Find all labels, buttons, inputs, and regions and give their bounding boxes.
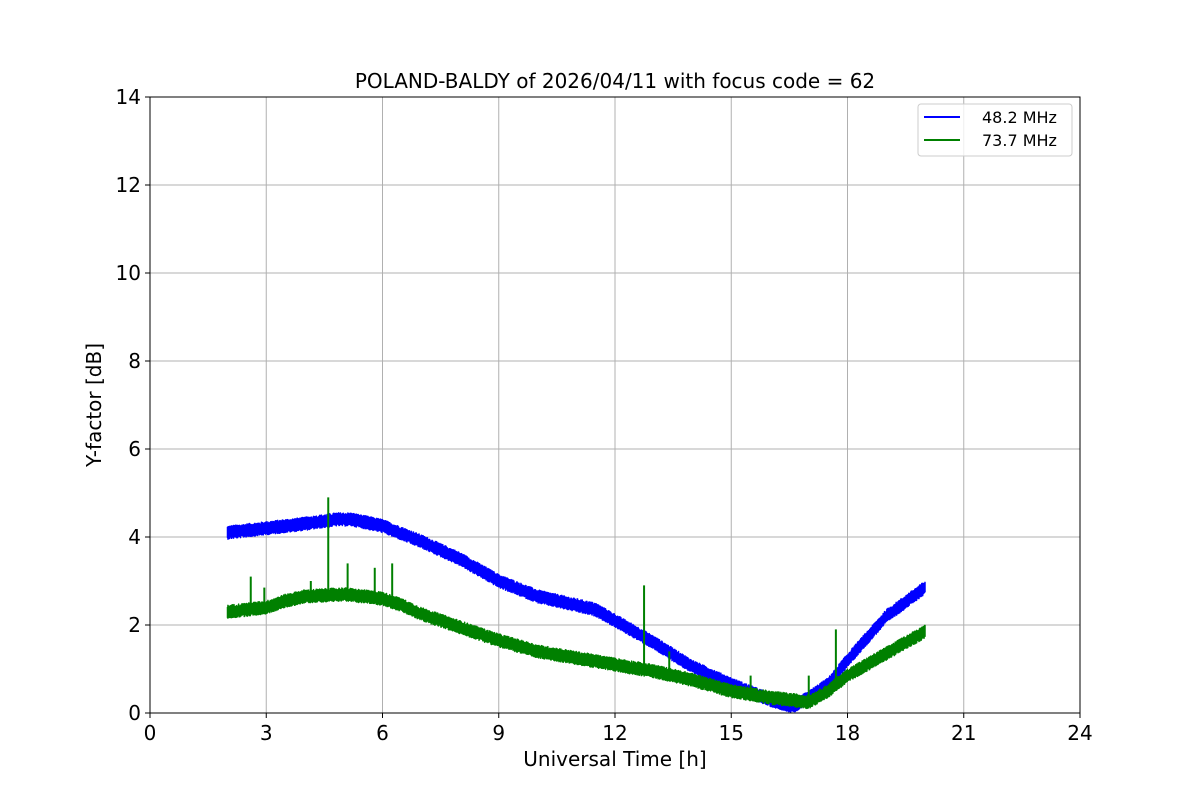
legend: 48.2 MHz 73.7 MHz — [917, 103, 1073, 157]
y-tick-label: 8 — [128, 349, 141, 373]
x-tick-label: 6 — [376, 721, 389, 745]
x-tick-label: 0 — [144, 721, 157, 745]
legend-label-73-7-mhz: 73.7 MHz — [982, 131, 1057, 150]
x-tick-label: 3 — [260, 721, 273, 745]
x-tick-label: 24 — [1067, 721, 1092, 745]
x-tick-label: 15 — [719, 721, 744, 745]
y-tick-label: 10 — [116, 261, 141, 285]
series-48-2-mhz — [226, 512, 926, 713]
legend-label-48-2-mhz: 48.2 MHz — [982, 108, 1057, 127]
x-tick-label: 18 — [835, 721, 860, 745]
y-tick-label: 0 — [128, 701, 141, 725]
series-73-7-mhz — [226, 497, 926, 710]
y-axis-label: Y-factor [dB] — [82, 343, 106, 468]
y-tick-label: 14 — [116, 85, 141, 109]
x-axis-label: Universal Time [h] — [523, 747, 706, 771]
series-line-48-2-mhz — [226, 512, 926, 713]
y-tick-label: 12 — [116, 173, 141, 197]
y-tick-label: 6 — [128, 437, 141, 461]
x-tick-label: 9 — [492, 721, 505, 745]
series-line-73-7-mhz — [226, 587, 926, 710]
series-layer — [226, 497, 926, 713]
y-tick-label: 2 — [128, 613, 141, 637]
x-tick-label: 12 — [602, 721, 627, 745]
chart-title: POLAND-BALDY of 2026/04/11 with focus co… — [355, 69, 875, 93]
x-tick-label: 21 — [951, 721, 976, 745]
y-tick-label: 4 — [128, 525, 141, 549]
